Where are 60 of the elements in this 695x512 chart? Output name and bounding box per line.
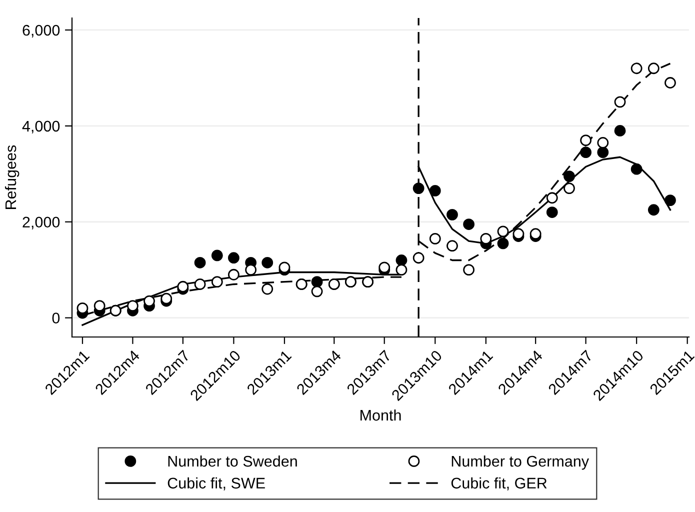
point xyxy=(664,77,676,88)
y-axis-title: Refugees xyxy=(4,145,20,209)
legend-label: Cubic fit, GER xyxy=(451,477,547,490)
y-tick-label: 4,000 xyxy=(22,120,60,134)
point xyxy=(262,283,274,295)
point xyxy=(311,276,323,288)
point xyxy=(396,264,408,276)
point xyxy=(497,238,509,250)
point xyxy=(564,182,575,194)
point xyxy=(160,292,172,304)
y-tick-label: 6,000 xyxy=(22,24,60,38)
point xyxy=(144,295,155,307)
point xyxy=(378,262,390,274)
point xyxy=(597,146,609,158)
x-axis-title: Month xyxy=(360,409,401,421)
point xyxy=(463,218,475,230)
point xyxy=(614,125,626,136)
point xyxy=(278,262,290,274)
point xyxy=(412,182,424,194)
point xyxy=(412,252,424,264)
point xyxy=(94,300,106,312)
point xyxy=(311,286,323,298)
point xyxy=(630,163,642,175)
point xyxy=(512,228,524,240)
point xyxy=(194,278,206,290)
y-tick-label: 2,000 xyxy=(22,216,60,230)
point xyxy=(211,276,223,288)
point xyxy=(564,170,575,182)
point xyxy=(446,208,458,220)
point xyxy=(228,252,240,264)
point xyxy=(262,256,274,268)
point xyxy=(76,302,88,314)
point xyxy=(429,232,441,244)
point xyxy=(648,62,660,74)
point xyxy=(245,264,257,276)
point xyxy=(580,134,592,146)
legend-label: Number to Sweden xyxy=(168,455,297,467)
point xyxy=(429,184,441,196)
point xyxy=(446,240,458,252)
point xyxy=(580,146,592,158)
point xyxy=(211,250,223,262)
point xyxy=(530,228,542,240)
y-tick-label: 0 xyxy=(52,312,60,324)
point xyxy=(597,137,609,148)
point xyxy=(228,268,240,280)
point xyxy=(480,232,492,244)
point xyxy=(630,62,642,74)
point xyxy=(177,280,189,292)
point xyxy=(614,96,626,108)
point xyxy=(664,194,676,206)
point xyxy=(497,226,509,238)
legend-label: Number to Germany xyxy=(452,455,590,470)
point xyxy=(194,256,206,268)
point xyxy=(463,264,475,276)
point xyxy=(546,192,558,204)
point xyxy=(546,206,558,218)
point xyxy=(648,204,660,216)
legend-label: Cubic fit, SWE xyxy=(168,477,265,490)
point xyxy=(127,300,138,312)
point xyxy=(396,254,408,266)
